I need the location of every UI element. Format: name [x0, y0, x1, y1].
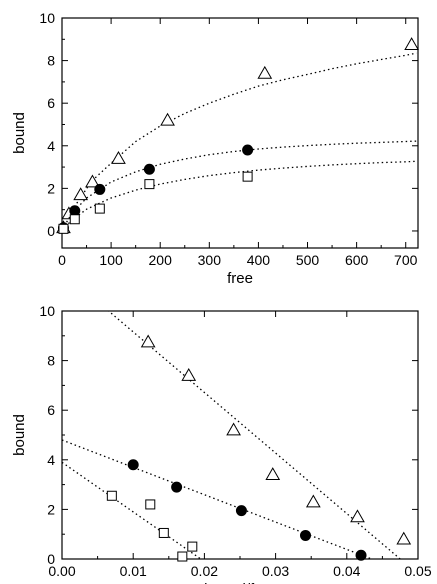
data-point-square [94, 203, 105, 214]
data-point-circle [69, 205, 81, 217]
plot-frame [61, 17, 419, 249]
x-tick-label: 0.02 [191, 563, 218, 579]
y-tick-label: 8 [47, 53, 55, 69]
data-point-square [58, 223, 69, 234]
data-point-triangle [160, 112, 175, 126]
data-point-triangle [265, 467, 281, 481]
data-point-square [69, 214, 80, 225]
data-point-triangle [140, 334, 156, 348]
data-point-square [144, 179, 155, 190]
x-tick-label: 100 [99, 252, 123, 268]
x-tick-label: 200 [149, 252, 173, 268]
fit-line [62, 140, 417, 231]
y-tick-label: 4 [47, 452, 55, 468]
data-point-circle [355, 549, 367, 561]
x-tick-label: 700 [394, 252, 418, 268]
data-point-square [145, 499, 156, 510]
data-point-triangle [85, 174, 100, 188]
data-point-circle [300, 529, 312, 541]
data-point-triangle [226, 422, 241, 436]
data-point-triangle [111, 151, 126, 164]
x-tick-label: 600 [345, 252, 369, 268]
y-tick-label: 4 [47, 138, 55, 154]
y-tick-label: 2 [47, 180, 55, 196]
data-point-square [158, 527, 169, 538]
data-point-triangle [181, 367, 197, 381]
x-axis-label: bound/free [204, 581, 276, 584]
data-point-circle [242, 144, 254, 156]
y-tick-label: 0 [47, 551, 55, 567]
data-point-square [106, 490, 117, 501]
y-tick-label: 10 [39, 303, 55, 319]
data-point-square [242, 171, 253, 182]
data-point-circle [127, 459, 139, 471]
y-tick-label: 8 [47, 353, 55, 369]
fit-line [62, 439, 372, 559]
x-tick-label: 300 [198, 252, 222, 268]
data-point-square [187, 541, 198, 552]
y-tick-label: 6 [47, 95, 55, 111]
x-tick-label: 0 [58, 252, 66, 268]
y-axis-label: bound [11, 414, 28, 456]
fit-line [62, 461, 202, 559]
y-tick-label: 2 [47, 501, 55, 517]
bottom-panel-scatchard-plot: 0.00 0.01 0.02 0.03 0.04 0.05 0 2 4 6 8 10 bound/fre… [11, 303, 432, 584]
fit-line [71, 52, 417, 212]
data-point-triangle [350, 509, 365, 523]
data-point-triangle [396, 531, 412, 545]
data-point-square [177, 551, 188, 562]
data-point-circle [143, 163, 155, 175]
y-tick-label: 6 [47, 402, 55, 418]
data-point-triangle [404, 37, 419, 50]
data-point-circle [235, 505, 247, 517]
y-axis-label: bound [11, 112, 28, 154]
x-tick-label: 0.04 [333, 563, 360, 579]
x-tick-label: 500 [296, 252, 320, 268]
x-tick-label: 0.01 [120, 563, 147, 579]
data-point-circle [171, 481, 183, 493]
y-tick-label: 10 [39, 10, 55, 26]
data-point-triangle [305, 494, 321, 508]
data-point-triangle [257, 65, 273, 79]
data-point-circle [94, 183, 106, 195]
fit-line [62, 160, 417, 231]
top-panel-saturation-plot: 0 100 200 300 400 500 600 700 0 2 4 6 8 10 free bound [11, 10, 419, 287]
y-tick-label: 0 [47, 223, 55, 239]
x-axis-label: free [227, 270, 253, 287]
data-point-triangle [73, 187, 89, 201]
x-tick-label: 0.00 [48, 563, 75, 579]
x-tick-label: 0.05 [404, 563, 431, 579]
x-tick-label: 0.03 [262, 563, 289, 579]
x-tick-label: 400 [247, 252, 271, 268]
